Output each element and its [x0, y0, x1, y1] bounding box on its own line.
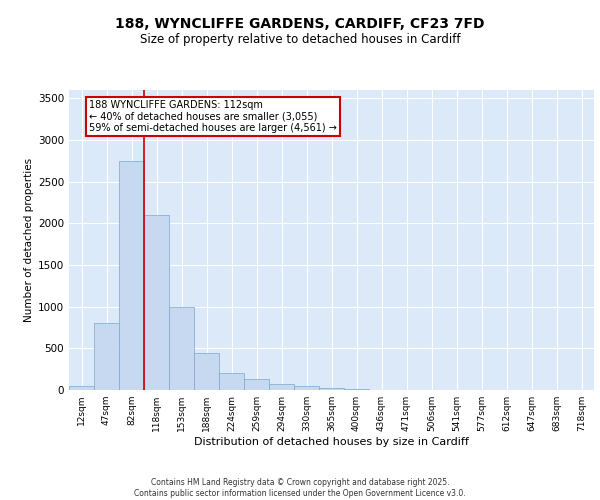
Bar: [144, 215, 169, 390]
Bar: [69, 386, 94, 390]
Bar: [94, 324, 119, 390]
Bar: [319, 388, 344, 390]
Bar: [244, 379, 269, 390]
Bar: [194, 352, 219, 390]
Bar: [119, 161, 144, 390]
Bar: [169, 306, 194, 390]
Text: 188, WYNCLIFFE GARDENS, CARDIFF, CF23 7FD: 188, WYNCLIFFE GARDENS, CARDIFF, CF23 7F…: [115, 18, 485, 32]
Bar: [219, 374, 244, 390]
Text: Size of property relative to detached houses in Cardiff: Size of property relative to detached ho…: [140, 32, 460, 46]
Bar: [294, 386, 319, 390]
Y-axis label: Number of detached properties: Number of detached properties: [24, 158, 34, 322]
Bar: [344, 389, 369, 390]
Text: Contains HM Land Registry data © Crown copyright and database right 2025.
Contai: Contains HM Land Registry data © Crown c…: [134, 478, 466, 498]
Text: 188 WYNCLIFFE GARDENS: 112sqm
← 40% of detached houses are smaller (3,055)
59% o: 188 WYNCLIFFE GARDENS: 112sqm ← 40% of d…: [89, 100, 337, 133]
X-axis label: Distribution of detached houses by size in Cardiff: Distribution of detached houses by size …: [194, 437, 469, 447]
Bar: [269, 384, 294, 390]
